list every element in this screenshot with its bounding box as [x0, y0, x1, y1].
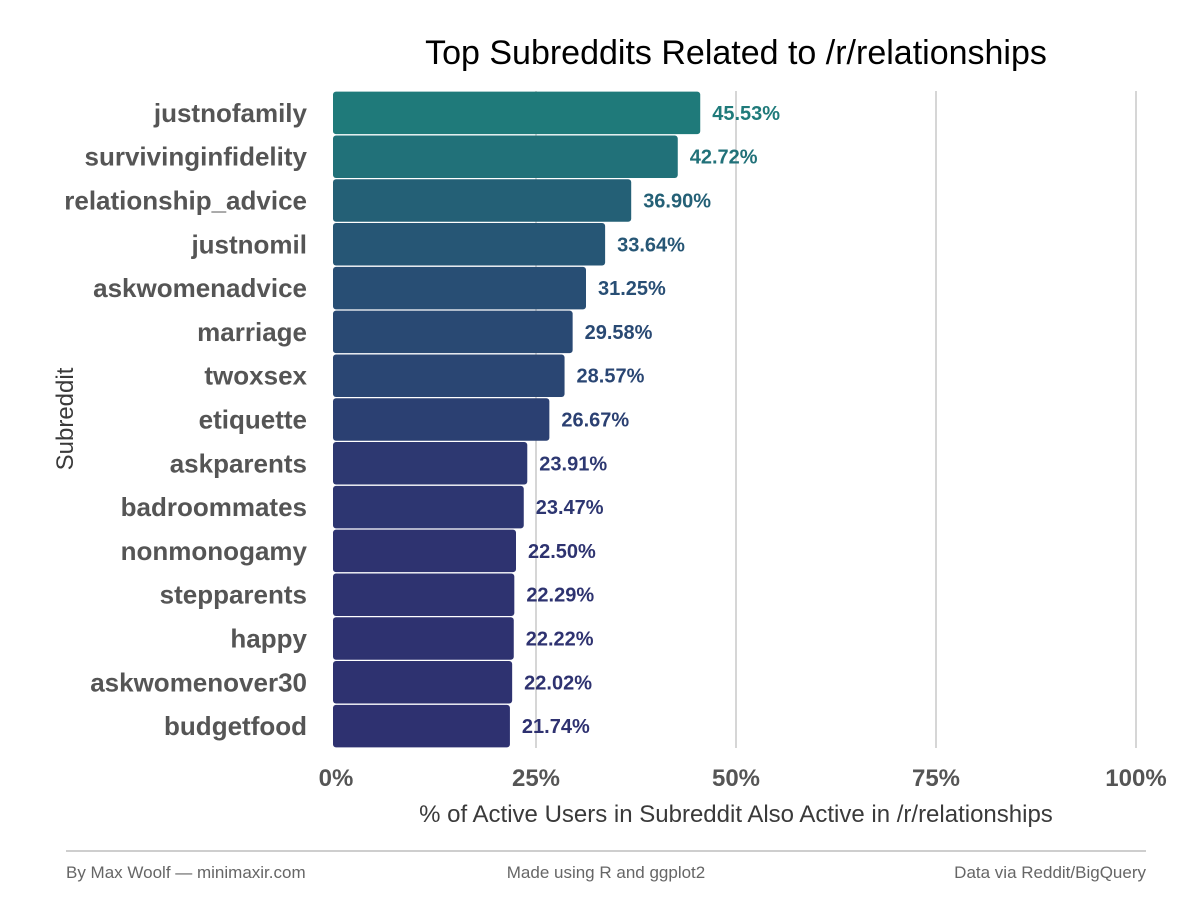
- value-label: 45.53%: [712, 103, 780, 125]
- value-label: 22.50%: [528, 541, 596, 563]
- category-label: askwomenover30: [90, 667, 307, 697]
- category-label: happy: [230, 624, 307, 654]
- bar: [333, 704, 510, 748]
- bar: [333, 310, 573, 354]
- bar: [333, 135, 678, 178]
- category-label: justnofamily: [153, 98, 308, 128]
- bars: [333, 91, 701, 748]
- value-label: 22.02%: [524, 672, 592, 694]
- value-label: 23.47%: [536, 497, 604, 519]
- bar: [333, 91, 701, 135]
- category-label: relationship_advice: [64, 186, 307, 216]
- category-label: survivinginfidelity: [85, 142, 308, 172]
- value-label: 31.25%: [598, 278, 666, 300]
- category-label: askparents: [170, 448, 307, 478]
- value-label: 33.64%: [617, 234, 685, 256]
- value-label: 23.91%: [539, 453, 607, 475]
- x-tick-label: 75%: [912, 765, 960, 792]
- category-label: justnomil: [190, 229, 307, 259]
- bar: [333, 617, 514, 660]
- x-tick-labels: 0% 25% 50% 75% 100%: [319, 765, 1167, 792]
- x-tick-label: 100%: [1105, 765, 1166, 792]
- category-label: twoxsex: [204, 361, 307, 391]
- bar: [333, 179, 632, 222]
- value-label: 22.29%: [526, 585, 594, 607]
- bar: [333, 266, 586, 310]
- bar: [333, 661, 513, 704]
- y-axis-title: Subreddit: [52, 367, 79, 470]
- value-label: 36.90%: [643, 191, 711, 213]
- value-label: 29.58%: [585, 322, 653, 344]
- x-tick-label: 0%: [319, 765, 354, 792]
- category-label: etiquette: [199, 405, 307, 435]
- value-label: 26.67%: [561, 410, 629, 432]
- bar: [333, 573, 515, 616]
- category-label: marriage: [197, 317, 307, 347]
- bar: [333, 529, 516, 573]
- category-labels: justnofamily survivinginfidelity relations…: [64, 98, 307, 741]
- value-labels: 45.53% 42.72% 36.90% 33.64% 31.25% 29.58% 28.5…: [522, 103, 780, 738]
- x-axis-title: % of Active Users in Subreddit Also Acti…: [419, 801, 1053, 828]
- chart-title: Top Subreddits Related to /r/relationshi…: [425, 34, 1047, 72]
- bar: [333, 485, 524, 529]
- category-label: badroommates: [121, 492, 307, 522]
- bar: [333, 223, 606, 266]
- category-label: askwomenadvice: [93, 273, 307, 303]
- x-tick-label: 50%: [712, 765, 760, 792]
- footer-credit: By Max Woolf — minimaxir.com: [66, 863, 306, 882]
- value-label: 42.72%: [690, 147, 758, 169]
- value-label: 21.74%: [522, 716, 590, 738]
- footer-made-with: Made using R and ggplot2: [507, 863, 705, 882]
- x-tick-label: 25%: [512, 765, 560, 792]
- category-label: budgetfood: [164, 711, 307, 741]
- bar: [333, 398, 550, 441]
- bar: [333, 354, 565, 397]
- bar: [333, 442, 528, 485]
- category-label: stepparents: [160, 580, 307, 610]
- category-label: nonmonogamy: [121, 536, 308, 566]
- value-label: 22.22%: [526, 629, 594, 651]
- footer-data-source: Data via Reddit/BigQuery: [954, 863, 1146, 882]
- value-label: 28.57%: [577, 366, 645, 388]
